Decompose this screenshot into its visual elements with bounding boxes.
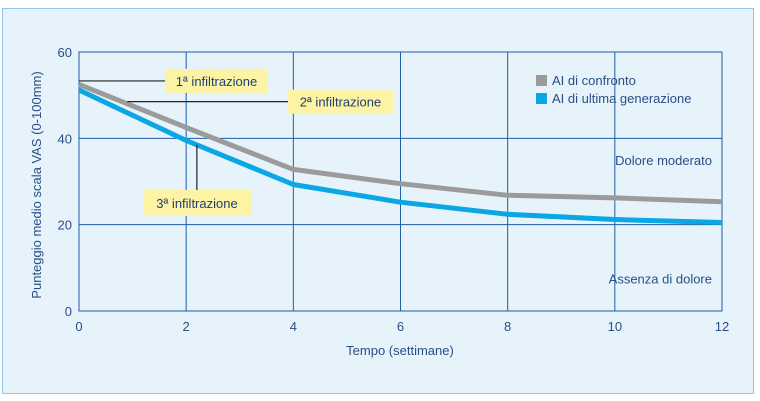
x-tick-label: 6	[397, 319, 404, 334]
y-tick-label: 20	[58, 218, 72, 233]
x-tick-label: 10	[608, 319, 622, 334]
legend-swatch-ultima-generazione	[536, 93, 547, 104]
legend-label-confronto: AI di confronto	[552, 73, 636, 88]
x-tick-label: 2	[183, 319, 190, 334]
x-tick-label: 4	[290, 319, 297, 334]
x-tick-label: 8	[504, 319, 511, 334]
callout-box-3	[143, 190, 251, 216]
y-tick-label: 0	[65, 304, 72, 319]
callout-label-3: 3ª infiltrazione	[156, 196, 237, 211]
callout-box-1	[165, 68, 268, 93]
legend: AI di confronto AI di ultima generazione	[536, 73, 691, 106]
x-axis-label: Tempo (settimane)	[346, 343, 454, 358]
callout-label-2: 2ª infiltrazione	[300, 95, 381, 110]
legend-swatch-confronto	[536, 75, 547, 86]
series	[77, 82, 723, 225]
x-tick-label: 0	[75, 319, 82, 334]
zone-label: Assenza di dolore	[609, 272, 712, 287]
y-tick-label: 60	[58, 45, 72, 60]
zone-label: Dolore moderato	[615, 153, 712, 168]
axes: 0 2 4 6 8 10 12 0 20 40 60	[58, 45, 730, 334]
callout-box-2	[288, 89, 393, 114]
x-tick-label: 12	[715, 319, 729, 334]
series-line-confronto	[78, 82, 723, 205]
y-tick-label: 40	[58, 131, 72, 146]
series-line-ultima-generazione	[77, 87, 723, 225]
callout-label-1: 1ª infiltrazione	[176, 74, 257, 89]
y-axis-label: Punteggio medio scala VAS (0-100mm)	[29, 71, 44, 298]
legend-label-ultima-generazione: AI di ultima generazione	[552, 91, 691, 106]
annotations: Dolore moderato Assenza di dolore 1ª infil…	[79, 68, 712, 287]
